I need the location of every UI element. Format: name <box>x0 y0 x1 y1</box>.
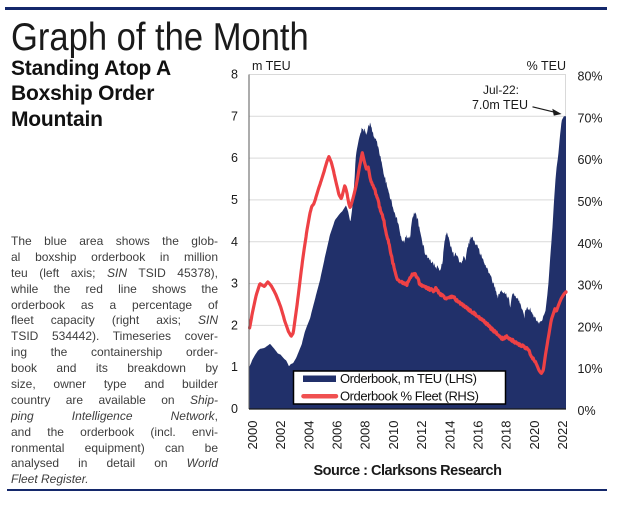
svg-text:20%: 20% <box>578 320 603 334</box>
svg-text:7: 7 <box>231 109 238 123</box>
svg-text:50%: 50% <box>578 195 603 209</box>
svg-text:2022: 2022 <box>555 421 570 450</box>
svg-text:0: 0 <box>231 402 238 416</box>
svg-text:Orderbook % Fleet (RHS): Orderbook % Fleet (RHS) <box>340 389 479 404</box>
svg-text:m TEU: m TEU <box>252 59 291 73</box>
svg-text:2012: 2012 <box>414 421 429 450</box>
svg-text:1: 1 <box>231 360 238 374</box>
svg-text:7.0m TEU: 7.0m TEU <box>472 98 528 112</box>
svg-text:60%: 60% <box>578 153 603 167</box>
svg-text:2006: 2006 <box>330 421 345 450</box>
svg-text:2002: 2002 <box>273 421 288 450</box>
svg-text:30%: 30% <box>578 279 603 293</box>
svg-text:8: 8 <box>231 68 238 82</box>
svg-text:2000: 2000 <box>245 421 260 450</box>
svg-text:0%: 0% <box>578 404 596 418</box>
svg-text:4: 4 <box>231 235 238 249</box>
svg-text:2014: 2014 <box>442 421 457 450</box>
svg-text:2018: 2018 <box>499 421 514 450</box>
svg-text:2: 2 <box>231 318 238 332</box>
svg-text:% TEU: % TEU <box>527 59 566 73</box>
svg-text:70%: 70% <box>578 111 603 125</box>
svg-text:80%: 80% <box>578 70 603 84</box>
svg-text:6: 6 <box>231 151 238 165</box>
svg-text:5: 5 <box>231 193 238 207</box>
svg-text:3: 3 <box>231 277 238 291</box>
svg-text:40%: 40% <box>578 237 603 251</box>
svg-text:2020: 2020 <box>527 421 542 450</box>
svg-text:2016: 2016 <box>470 421 485 450</box>
svg-text:2004: 2004 <box>301 421 316 450</box>
svg-text:Orderbook, m TEU (LHS): Orderbook, m TEU (LHS) <box>340 371 477 386</box>
svg-text:2008: 2008 <box>358 421 373 450</box>
svg-text:2010: 2010 <box>386 421 401 450</box>
svg-text:10%: 10% <box>578 362 603 376</box>
svg-text:Jul-22:: Jul-22: <box>483 83 519 97</box>
